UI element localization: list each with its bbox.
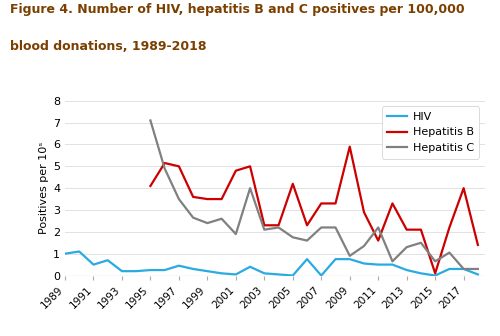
HIV [176,264,182,268]
Hepatitis C [218,217,224,221]
Hepatitis C [290,235,296,239]
Hepatitis B [318,202,324,206]
Hepatitis B [332,202,338,206]
HIV [304,257,310,261]
HIV [247,265,253,269]
HIV [218,271,224,276]
Text: Figure 4. Number of HIV, hepatitis B and C positives per 100,000: Figure 4. Number of HIV, hepatitis B and… [10,3,464,16]
Hepatitis B [404,228,409,232]
Hepatitis B [162,161,168,165]
Hepatitis C [276,225,281,229]
Hepatitis C [304,239,310,243]
Hepatitis B [233,169,239,173]
HIV [90,263,96,267]
HIV [390,263,396,267]
Line: Hepatitis C: Hepatitis C [150,121,478,269]
HIV [318,274,324,278]
Hepatitis C [390,259,396,263]
Hepatitis B [460,186,466,190]
Y-axis label: Positives per 10ˢ: Positives per 10ˢ [39,142,49,234]
HIV [332,257,338,261]
Hepatitis C [460,267,466,271]
HIV [76,249,82,254]
Hepatitis C [475,267,481,271]
Hepatitis C [404,245,409,249]
Hepatitis C [190,216,196,220]
HIV [446,267,452,271]
HIV [148,268,154,272]
HIV [190,267,196,271]
Hepatitis B [276,223,281,227]
Hepatitis C [176,197,182,201]
Line: Hepatitis B: Hepatitis B [150,147,478,274]
HIV [204,269,210,273]
Hepatitis C [432,259,438,263]
Hepatitis B [446,225,452,229]
Hepatitis C [361,244,367,248]
Hepatitis B [218,197,224,201]
Hepatitis B [346,145,352,149]
Hepatitis C [233,232,239,236]
Hepatitis C [332,225,338,229]
Hepatitis B [361,210,367,214]
Hepatitis C [204,221,210,225]
HIV [375,263,381,267]
HIV [104,258,110,262]
Hepatitis B [390,202,396,206]
Hepatitis B [176,164,182,168]
Hepatitis C [446,251,452,255]
Hepatitis B [375,239,381,243]
HIV [133,269,139,273]
Hepatitis C [418,241,424,245]
HIV [62,252,68,256]
HIV [475,272,481,277]
Hepatitis C [247,186,253,190]
HIV [233,272,239,277]
Text: blood donations, 1989-2018: blood donations, 1989-2018 [10,40,206,53]
Hepatitis C [262,228,268,232]
Hepatitis C [148,119,154,123]
Hepatitis B [247,164,253,168]
HIV [290,274,296,278]
Legend: HIV, Hepatitis B, Hepatitis C: HIV, Hepatitis B, Hepatitis C [382,107,480,159]
Hepatitis B [432,271,438,276]
HIV [432,274,438,278]
HIV [404,268,409,272]
HIV [262,271,268,276]
HIV [418,271,424,276]
Hepatitis C [375,225,381,229]
Hepatitis B [262,223,268,227]
Hepatitis C [346,254,352,258]
Hepatitis B [148,184,154,188]
Hepatitis B [290,182,296,186]
HIV [162,268,168,272]
Hepatitis B [190,195,196,199]
Line: HIV: HIV [65,251,478,276]
Hepatitis B [475,243,481,247]
Hepatitis C [162,167,168,171]
HIV [460,267,466,271]
HIV [361,261,367,265]
HIV [119,269,125,273]
HIV [276,272,281,277]
Hepatitis B [418,228,424,232]
HIV [346,257,352,261]
Hepatitis C [318,225,324,229]
Hepatitis B [204,197,210,201]
Hepatitis B [304,223,310,227]
